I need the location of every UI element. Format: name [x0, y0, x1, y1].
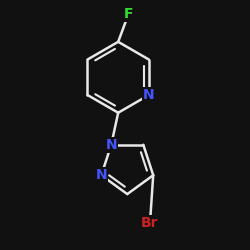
Text: N: N — [106, 138, 117, 152]
Text: N: N — [96, 168, 107, 182]
Text: N: N — [143, 88, 155, 102]
Text: Br: Br — [141, 216, 159, 230]
Text: F: F — [124, 7, 134, 21]
